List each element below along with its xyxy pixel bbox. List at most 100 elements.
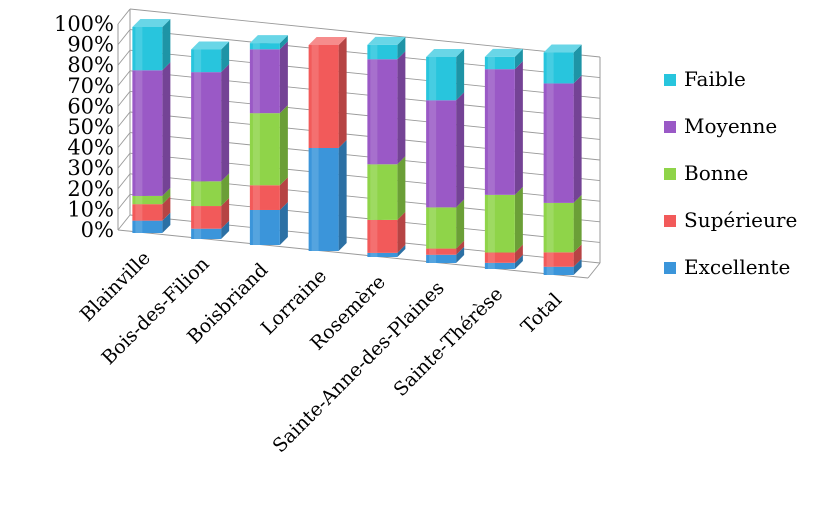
- y-axis-ticks: 0%10%20%30%40%50%60%70%80%90%100%: [54, 12, 114, 242]
- y-tick-label: 100%: [54, 12, 114, 36]
- bar-segment-highlight: [135, 70, 143, 196]
- bar-stack-boisbriand: [249, 35, 288, 245]
- bar-segment-highlight: [194, 181, 202, 207]
- bar-segment-highlight: [546, 252, 554, 267]
- bar-segment-side: [573, 75, 582, 203]
- bar-segment-side: [514, 61, 523, 195]
- bar-segment-highlight: [546, 202, 554, 253]
- legend-item-excellente: Excellente: [664, 255, 790, 279]
- legend: Faible Moyenne Bonne Supérieure Excellente: [664, 67, 797, 279]
- legend-swatch: [664, 215, 676, 227]
- bar-segment-side: [514, 254, 523, 269]
- x-axis-ticks: BlainvilleBois-des-FilionBoisbriandLorra…: [76, 247, 566, 457]
- bar-segment-side: [279, 177, 288, 210]
- legend-swatch: [664, 74, 676, 86]
- bar-segment-highlight: [487, 262, 495, 269]
- bar-segment-side: [456, 240, 465, 255]
- bar-segment-highlight: [546, 83, 554, 203]
- bar-segment-highlight: [487, 56, 495, 70]
- bar-stack-total: [543, 44, 582, 275]
- bar-segment-side: [573, 44, 582, 84]
- y-tick-label: 10%: [67, 197, 114, 221]
- bar-segment-side: [456, 246, 465, 263]
- bar-segment-side: [397, 36, 406, 60]
- bar-segment-side: [279, 35, 288, 50]
- bar-segment-faible: [249, 43, 280, 50]
- bar-segment-highlight: [429, 207, 437, 249]
- gridline-side: [117, 91, 131, 107]
- bar-segment-side: [514, 186, 523, 253]
- bar-segment-excellente: [543, 266, 574, 275]
- gridline-side: [117, 173, 131, 190]
- bar-segment-highlight: [194, 206, 202, 229]
- y-tick-label: 0%: [81, 218, 114, 242]
- bar-stack-rosemere: [367, 36, 406, 257]
- bar-segment-highlight: [194, 228, 202, 239]
- y-tick-label: 80%: [67, 53, 114, 77]
- gridline-side: [117, 214, 131, 231]
- bar-segment-highlight: [487, 69, 495, 195]
- bar-segment-side: [279, 105, 288, 186]
- legend-label: Bonne: [684, 161, 748, 185]
- bar-stack-sainte-therese: [484, 48, 523, 269]
- legend-item-faible: Faible: [664, 67, 746, 91]
- bar-segment-highlight: [546, 52, 554, 84]
- bar-segment-side: [162, 212, 171, 233]
- bar-segment-side: [221, 220, 230, 239]
- bar-segment-excellente: [367, 252, 398, 257]
- bar-segment-side: [221, 198, 230, 229]
- bar-segment-highlight: [252, 185, 260, 210]
- y-tick-label: 90%: [67, 33, 114, 57]
- bar-segment-side: [162, 196, 171, 221]
- x-tick-label: Sainte-Thérèse: [389, 283, 507, 401]
- bar-segment-highlight: [252, 43, 260, 50]
- bar-segment-highlight: [370, 164, 378, 220]
- bar-segment-highlight: [429, 57, 437, 101]
- gridline-side: [117, 111, 131, 128]
- gridline-side: [117, 70, 131, 87]
- bar-stack-lorraine: [308, 37, 347, 251]
- bar-segment-highlight: [194, 49, 202, 73]
- bar-segment-highlight: [487, 252, 495, 263]
- bar-segment-side: [397, 244, 406, 257]
- bar-segment-side: [514, 48, 523, 70]
- bar-segment-superieure: [484, 252, 515, 263]
- bar-top-face: [543, 44, 582, 53]
- bar-segment-side: [397, 211, 406, 253]
- bar-segment-highlight: [546, 266, 554, 275]
- legend-item-superieure: Supérieure: [664, 208, 797, 232]
- bar-segment-side: [456, 92, 465, 208]
- bar-segment-side: [456, 49, 465, 101]
- y-tick-label: 30%: [67, 156, 114, 180]
- bar-segment-side: [221, 64, 230, 182]
- bar-stack-blainville: [132, 19, 171, 233]
- legend-item-moyenne: Moyenne: [664, 114, 777, 138]
- bar-segment-side: [338, 140, 347, 251]
- gridline-side: [117, 194, 131, 210]
- gridline-side: [117, 152, 131, 169]
- bar-segment-side: [162, 19, 171, 71]
- bar-segment-side: [573, 244, 582, 267]
- bar-segment-side: [397, 51, 406, 165]
- x-tick-label: Total: [517, 289, 566, 338]
- gridlines: [117, 8, 601, 279]
- bar-segment-highlight: [252, 49, 260, 114]
- bar-segment-highlight: [135, 27, 143, 71]
- bar-segment-side: [338, 37, 347, 148]
- legend-swatch: [664, 121, 676, 133]
- bar-segment-side: [162, 62, 171, 196]
- bar-segment-side: [514, 244, 523, 263]
- y-tick-label: 60%: [67, 94, 114, 118]
- bar-segment-highlight: [487, 194, 495, 253]
- bar-top-face: [426, 49, 465, 57]
- gridline-side: [117, 8, 131, 25]
- legend-label: Excellente: [684, 255, 790, 279]
- bar-segment-highlight: [370, 59, 378, 165]
- legend-label: Supérieure: [684, 208, 797, 232]
- bar-segment-side: [279, 201, 288, 245]
- bar-segment-highlight: [370, 44, 378, 60]
- floor-side-edge: [587, 262, 601, 279]
- y-tick-label: 20%: [67, 177, 114, 201]
